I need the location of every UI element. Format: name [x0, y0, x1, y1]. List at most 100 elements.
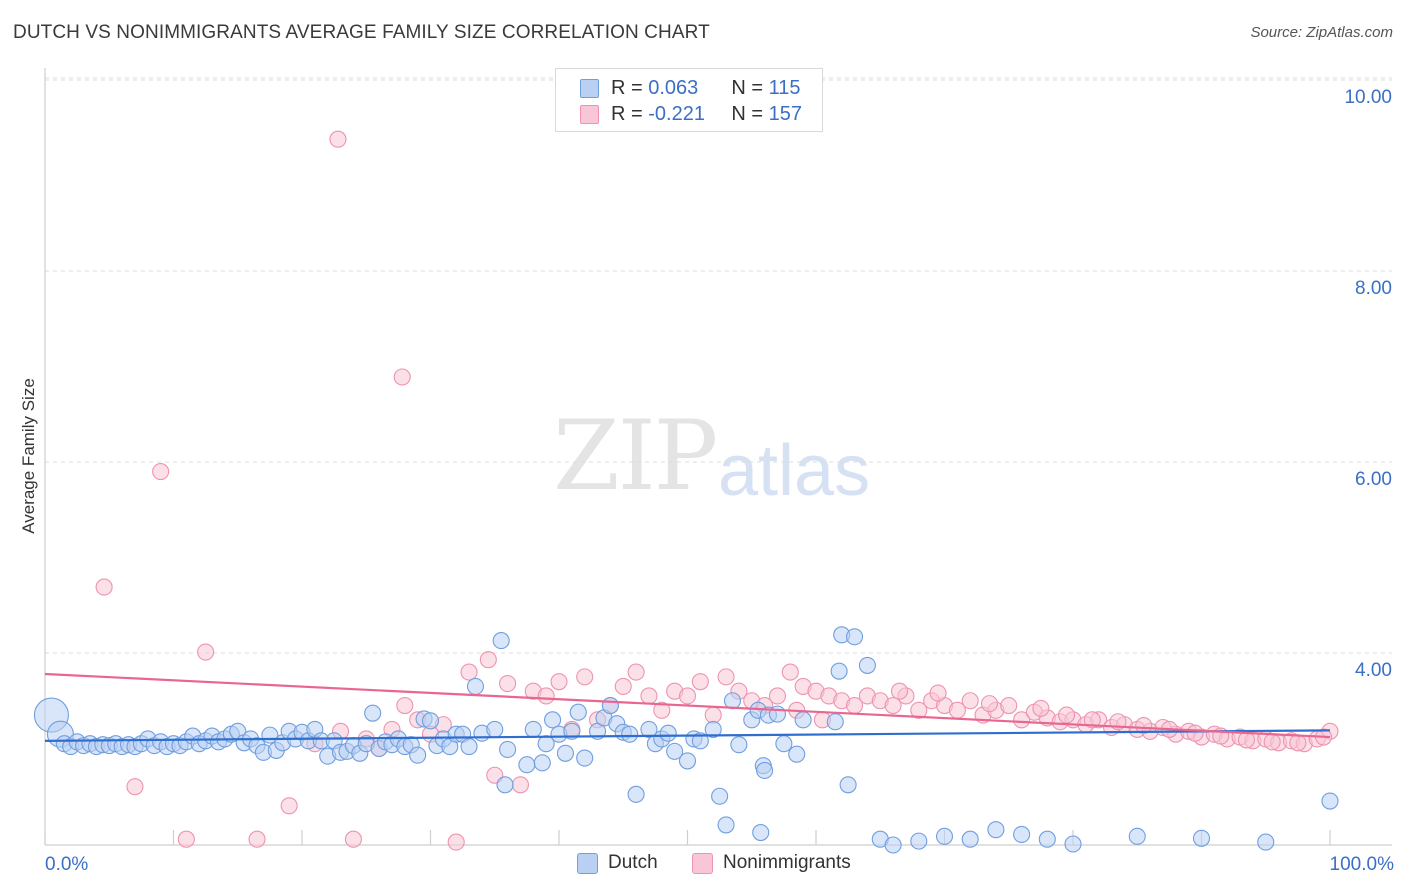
nonimmigrants-point [1135, 717, 1153, 735]
dutch-swatch [577, 852, 598, 874]
x-tick-label: 0.0% [45, 854, 88, 875]
nonimmigrants-point [884, 696, 902, 715]
dutch-point [409, 746, 427, 764]
watermark-atlas: atlas [718, 431, 871, 511]
dutch-point [627, 785, 645, 803]
legend-row-nonimmigrants: R = -0.221 N = 157 [580, 102, 802, 126]
nonimmigrants-point [678, 687, 697, 705]
bottom-legend-nonimmigrants: Nonimmigrants [692, 852, 851, 874]
dutch-point [858, 656, 876, 674]
dutch-point [486, 720, 504, 738]
nonimmigrants-point [550, 673, 568, 691]
nonimmigrants-point [1058, 706, 1076, 724]
nonimmigrants-point [1083, 711, 1101, 729]
nonimmigrants-point [499, 675, 517, 693]
dutch-point [830, 662, 848, 680]
nonimmigrants-point [1032, 699, 1050, 717]
dutch-point [659, 724, 677, 742]
dutch-point [640, 720, 658, 738]
dutch-swatch [580, 78, 599, 98]
dutch-point [794, 711, 812, 729]
nonimmigrants-point [691, 673, 709, 691]
nonimmigrants-point [890, 682, 909, 700]
dutch-point [492, 632, 510, 650]
dutch-point [826, 713, 844, 731]
chart-title: DUTCH VS NONIMMIGRANTS AVERAGE FAMILY SI… [13, 22, 710, 43]
y-tick-label: 10.00 [1344, 87, 1392, 108]
nonimmigrants-point [929, 684, 947, 702]
nonimmigrants-point [177, 830, 195, 848]
dutch-point [691, 732, 709, 750]
nonimmigrants-swatch [580, 104, 599, 124]
nonimmigrants-point [396, 696, 414, 715]
nonimmigrants-point [344, 830, 362, 848]
legend-n-label: N = [731, 76, 764, 99]
dutch-point [711, 787, 729, 805]
dutch-point [524, 720, 542, 738]
dutch-point [678, 752, 697, 770]
nonimmigrants-point [280, 797, 298, 815]
dutch-point [935, 827, 954, 845]
legend-r-value: -0.221 [648, 102, 705, 125]
nonimmigrants-point [1289, 734, 1307, 752]
nonimmigrants-point [980, 695, 999, 713]
nonimmigrants-swatch [692, 852, 713, 874]
dutch-point [556, 744, 574, 762]
legend-r-value: 0.063 [648, 76, 699, 99]
dutch-point [466, 677, 485, 695]
nonimmigrants-point [479, 651, 497, 669]
legend-r-label: R = [611, 102, 643, 125]
dutch-point [496, 776, 514, 794]
y-tick-label: 6.00 [1355, 469, 1392, 490]
dutch-point [576, 749, 594, 767]
dutch-point [1128, 827, 1146, 845]
legend-n-value: 157 [768, 102, 802, 125]
dutch-point [961, 830, 979, 848]
trend-lines [44, 672, 1331, 742]
nonimmigrants-point [640, 687, 658, 705]
dutch-point [788, 745, 806, 763]
source-label: Source: ZipAtlas.com [1250, 24, 1393, 41]
nonimmigrants-point [1263, 733, 1281, 751]
dutch-legend-label: Dutch [608, 852, 658, 873]
y-axis-label: Average Family Size [19, 378, 38, 534]
dutch-point [839, 776, 857, 794]
dutch-point [518, 756, 536, 774]
dutch-point [723, 692, 742, 710]
dutch-point [884, 836, 902, 854]
nonimmigrants-point [511, 776, 530, 794]
nonimmigrants-legend-label: Nonimmigrants [723, 852, 851, 873]
dutch-point [1257, 833, 1275, 851]
nonimmigrants-point [704, 706, 722, 724]
dutch-point [1013, 825, 1031, 844]
dutch-point [775, 735, 793, 753]
nonimmigrants-point [768, 687, 787, 705]
dutch-point [601, 696, 619, 715]
dutch-point [756, 761, 774, 780]
dutch-point [717, 816, 735, 834]
nonimmigrants-point [781, 663, 799, 681]
y-tick-label: 8.00 [1355, 278, 1392, 299]
nonimmigrants-point [197, 643, 215, 661]
dutch-point [499, 740, 517, 759]
nonimmigrants-point [329, 130, 347, 148]
nonimmigrants-point [627, 663, 645, 681]
legend-n-value: 115 [768, 76, 801, 99]
grid-lines [45, 77, 1392, 654]
nonimmigrants-point [393, 368, 411, 386]
nonimmigrants-point [910, 701, 928, 719]
nonimmigrants-points [95, 130, 1339, 851]
y-tick-label: 4.00 [1355, 660, 1392, 681]
dutch-point [1064, 835, 1082, 853]
dutch-point [1038, 830, 1056, 848]
nonimmigrants-point [961, 692, 979, 710]
nonimmigrants-point [576, 668, 594, 686]
dutch-point [910, 832, 928, 850]
nonimmigrants-point [152, 462, 170, 481]
nonimmigrants-point [126, 778, 144, 796]
bottom-legend-dutch: Dutch [577, 852, 658, 874]
dutch-point [621, 725, 639, 743]
correlation-legend: R = 0.063 N = 115 R = -0.221 N = 157 [555, 68, 823, 132]
dutch-point [987, 821, 1005, 839]
dutch-trend-line [44, 729, 1331, 742]
